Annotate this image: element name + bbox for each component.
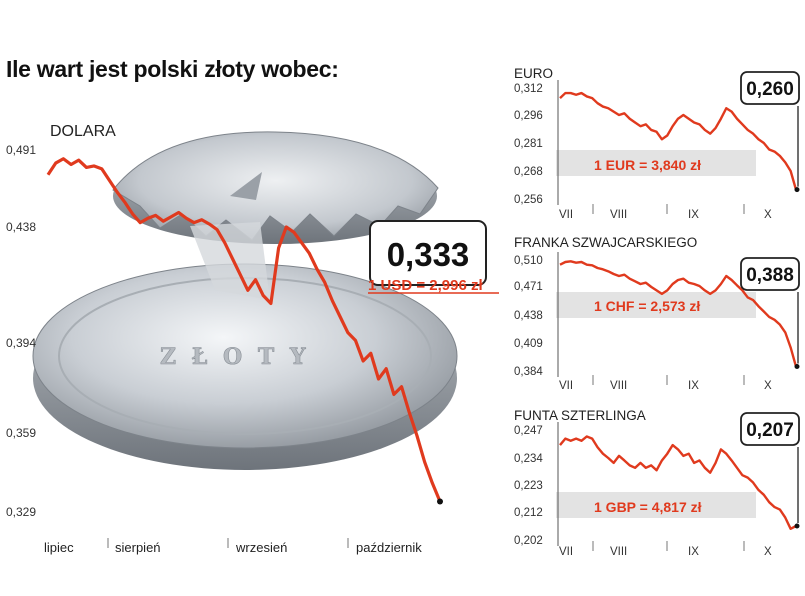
conversion-label: 1 GBP = 4,817 zł: [594, 499, 702, 515]
y-tick-label: 0,268: [514, 166, 543, 178]
chart-dolara: 0,491 0,438 0,394 0,359 0,329 DOLARA lipiec sie…: [6, 123, 499, 555]
line-series: [559, 435, 797, 530]
x-tick-label: IX: [688, 380, 699, 392]
series-name: FRANKA SZWAJCARSKIEGO: [514, 235, 697, 250]
y-tick-label: 0,234: [514, 453, 543, 465]
line-series: [559, 260, 798, 367]
value-callout: [740, 71, 800, 105]
page-title: Ile wart jest polski złoty wobec:: [6, 56, 339, 82]
callout-value: 0,388: [746, 265, 794, 286]
y-tick-label: 0,202: [514, 535, 543, 547]
y-tick-label: 0,256: [514, 194, 543, 206]
x-tick-label: VII: [559, 380, 573, 392]
x-tick-label: X: [764, 380, 772, 392]
line-series: [559, 91, 798, 190]
value-callout: [740, 257, 800, 291]
line-series-dolara: [46, 157, 442, 503]
chart-franka-szwajcarskiego: FRANKA SZWAJCARSKIEGO 0,510 0,471 0,438 0,40…: [514, 235, 800, 392]
callout-value-dolara: 0,333: [387, 236, 470, 273]
value-callout: [740, 412, 800, 446]
chart-euro: EURO 0,312 0,296 0,281 0,268 0,256 VII VIII IX X 1…: [514, 66, 800, 221]
x-tick-label: IX: [688, 209, 699, 221]
y-tick-label: 0,438: [514, 310, 543, 322]
y-tick-label: 0,312: [514, 83, 543, 95]
callout-value: 0,260: [746, 79, 794, 100]
y-tick-label: 0,409: [514, 338, 543, 350]
value-callout-dolara: [369, 220, 487, 286]
y-tick-label: 0,212: [514, 507, 543, 519]
y-tick-label: 0,384: [514, 366, 543, 378]
last-point: [794, 523, 800, 529]
y-tick-label: 0,329: [6, 505, 36, 519]
y-tick-label: 0,510: [514, 255, 543, 267]
y-tick-label: 0,491: [6, 143, 36, 157]
conversion-label: 1 EUR = 3,840 zł: [594, 157, 701, 173]
conversion-band: [556, 292, 756, 318]
x-tick-label: wrzesień: [235, 540, 287, 555]
coin-illustration: Z Ł O T Y: [32, 131, 458, 470]
x-tick-label: VIII: [610, 209, 627, 221]
x-tick-label: VII: [559, 209, 573, 221]
y-tick-label: 0,223: [514, 480, 543, 492]
x-tick-label: VIII: [610, 380, 627, 392]
x-tick-label: lipiec: [44, 540, 74, 555]
coin-center-detail: [190, 222, 270, 300]
y-tick-label: 0,281: [514, 138, 543, 150]
y-tick-label: 0,296: [514, 110, 543, 122]
y-tick-label: 0,359: [6, 426, 36, 440]
coin-top-detail: [230, 172, 262, 200]
callout-value: 0,207: [746, 420, 794, 441]
series-name: FUNTA SZTERLINGA: [514, 408, 646, 423]
x-tick-label: październik: [356, 540, 422, 555]
conversion-band: [556, 150, 756, 176]
x-tick-label: VII: [559, 546, 573, 558]
last-point-dolara: [437, 498, 443, 505]
x-tick-label: sierpień: [115, 540, 161, 555]
y-tick-label: 0,247: [514, 425, 543, 437]
conversion-band: [556, 492, 756, 518]
series-name: EURO: [514, 66, 553, 81]
x-tick-label: VIII: [610, 546, 627, 558]
conversion-label: 1 CHF = 2,573 zł: [594, 298, 700, 314]
y-tick-label: 0,438: [6, 220, 36, 234]
y-tick-label: 0,471: [514, 281, 543, 293]
coin-lettering: Z Ł O T Y: [160, 344, 310, 370]
series-name-dolara: DOLARA: [50, 123, 116, 140]
y-tick-label: 0,394: [6, 336, 36, 350]
x-tick-label: X: [764, 546, 772, 558]
x-tick-label: X: [764, 209, 772, 221]
chart-funta-szterlinga: FUNTA SZTERLINGA 0,247 0,234 0,223 0,212 0,20…: [514, 408, 800, 558]
last-point: [794, 187, 800, 193]
last-point: [794, 364, 800, 370]
conversion-dolara: 1 USD = 2,996 zł: [368, 277, 483, 294]
x-tick-label: IX: [688, 546, 699, 558]
